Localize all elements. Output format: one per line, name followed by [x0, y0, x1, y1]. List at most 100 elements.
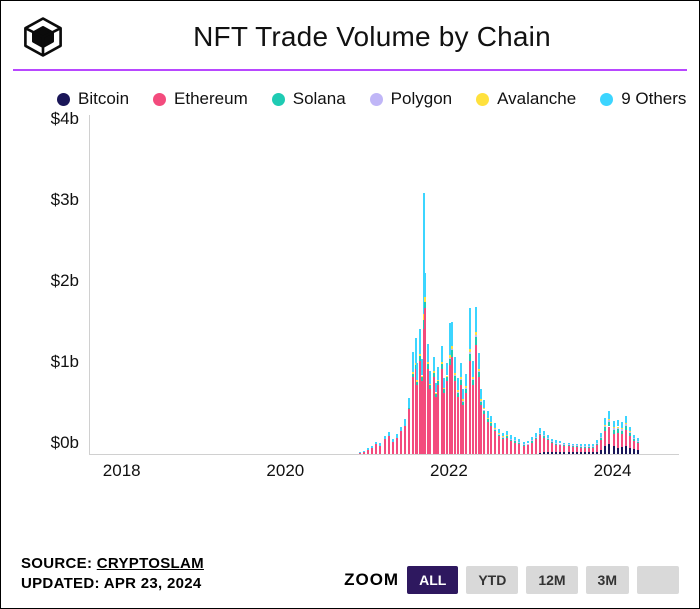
bar: [559, 441, 561, 454]
y-tick-label: $4b: [51, 109, 79, 129]
bar: [363, 451, 365, 454]
bar: [404, 419, 406, 454]
bar: [625, 416, 627, 454]
bar: [498, 429, 500, 454]
y-tick-label: $2b: [51, 271, 79, 291]
x-axis: 2018 2020 2022 2024: [89, 459, 679, 483]
x-tick-label: 2018: [103, 461, 141, 481]
bar: [523, 442, 525, 454]
bar: [454, 357, 456, 454]
bar: [502, 433, 504, 454]
legend-swatch: [600, 93, 613, 106]
zoom-label: ZOOM: [344, 570, 399, 590]
bar: [472, 361, 474, 454]
chart-title: NFT Trade Volume by Chain: [65, 21, 679, 53]
legend: Bitcoin Ethereum Solana Polygon Avalanche 9 O…: [1, 71, 699, 111]
x-tick-label: 2024: [594, 461, 632, 481]
legend-item[interactable]: Ethereum: [153, 89, 248, 109]
bar: [576, 443, 578, 454]
legend-item[interactable]: Solana: [272, 89, 346, 109]
bar: [408, 398, 410, 454]
legend-label: Avalanche: [497, 89, 576, 109]
bar: [506, 431, 508, 454]
zoom-3m-button[interactable]: 3M: [586, 566, 629, 594]
bar: [465, 374, 467, 454]
bar: [547, 435, 549, 454]
bar: [400, 426, 402, 454]
bar: [613, 421, 615, 454]
chart: $0b$1b$2b$3b$4b 2018202020222024: [21, 115, 679, 485]
source-label: SOURCE:: [21, 555, 92, 572]
bars-container: [90, 115, 679, 454]
zoom-controls: ZOOM ALL YTD 12M 3M: [344, 566, 679, 594]
legend-item[interactable]: Avalanche: [476, 89, 576, 109]
bar: [592, 444, 594, 454]
bar: [531, 437, 533, 454]
legend-item[interactable]: 9 Others: [600, 89, 686, 109]
x-tick-label: 2020: [266, 461, 304, 481]
bar: [510, 435, 512, 454]
bar: [588, 444, 590, 454]
bar: [555, 440, 557, 454]
bar: [604, 418, 606, 454]
bar: [518, 439, 520, 454]
y-axis: $0b$1b$2b$3b$4b: [21, 115, 83, 455]
legend-swatch: [370, 93, 383, 106]
bar: [637, 438, 639, 454]
y-tick-label: $0b: [51, 433, 79, 453]
bar: [384, 436, 386, 454]
legend-swatch: [272, 93, 285, 106]
bar: [596, 440, 598, 454]
bar: [543, 431, 545, 454]
bar: [527, 441, 529, 454]
bar: [608, 411, 610, 454]
updated-label: UPDATED:: [21, 575, 100, 592]
bar: [514, 437, 516, 454]
bar: [437, 367, 439, 454]
source-block: SOURCE: CRYPTOSLAM UPDATED: APR 23, 2024: [21, 554, 204, 595]
bar: [535, 433, 537, 454]
bar: [487, 411, 489, 454]
legend-label: Solana: [293, 89, 346, 109]
bar: [572, 443, 574, 454]
bar: [480, 389, 482, 454]
bar: [494, 423, 496, 454]
bar: [429, 371, 431, 454]
legend-swatch: [153, 93, 166, 106]
bar: [617, 420, 619, 454]
zoom-ytd-button[interactable]: YTD: [466, 566, 518, 594]
bar: [392, 439, 394, 454]
bar: [375, 442, 377, 454]
x-tick-label: 2022: [430, 461, 468, 481]
legend-label: Ethereum: [174, 89, 248, 109]
bar: [359, 452, 361, 454]
bar: [563, 443, 565, 454]
y-tick-label: $1b: [51, 352, 79, 372]
bar: [568, 443, 570, 454]
bar: [600, 433, 602, 454]
bar: [388, 432, 390, 454]
bar: [379, 443, 381, 454]
bar: [446, 363, 448, 454]
updated-value: APR 23, 2024: [104, 575, 202, 592]
legend-item[interactable]: Polygon: [370, 89, 452, 109]
legend-swatch: [57, 93, 70, 106]
bar: [633, 435, 635, 454]
bar: [462, 389, 464, 454]
zoom-button[interactable]: [637, 566, 679, 594]
bar: [490, 416, 492, 454]
logo-icon: [21, 15, 65, 59]
source-link[interactable]: CRYPTOSLAM: [97, 555, 204, 572]
legend-label: Bitcoin: [78, 89, 129, 109]
bar: [367, 448, 369, 454]
y-tick-label: $3b: [51, 190, 79, 210]
bar: [396, 434, 398, 454]
legend-item[interactable]: Bitcoin: [57, 89, 129, 109]
legend-label: 9 Others: [621, 89, 686, 109]
bar: [483, 400, 485, 454]
bar: [584, 444, 586, 454]
zoom-12m-button[interactable]: 12M: [526, 566, 577, 594]
legend-label: Polygon: [391, 89, 452, 109]
bar: [629, 426, 631, 454]
zoom-all-button[interactable]: ALL: [407, 566, 458, 594]
